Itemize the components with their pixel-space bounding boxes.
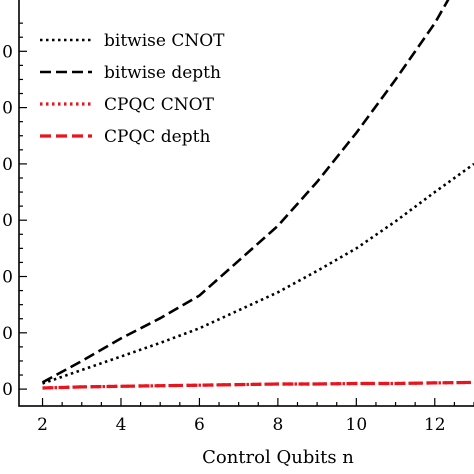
x-tick-label: 12 [424,415,446,435]
y-tick-label: 0 [2,211,13,231]
x-tick-label: 8 [272,415,283,435]
tick-layer: 2 4 6 8 10 12 0 0 0 0 0 0 0 [2,22,474,435]
legend-label-3: CPQC CNOT [104,95,215,115]
legend: bitwise CNOT bitwise depth CPQC CNOT CPQC d… [40,31,225,147]
plot-frame [18,0,474,407]
y-tick-label: 0 [2,155,13,175]
y-tick-label: 0 [2,268,13,288]
y-tick-label: 0 [2,380,13,400]
series-layer [41,0,474,390]
x-tick-label: 10 [346,415,368,435]
y-tick-label: 0 [2,42,13,62]
legend-label-4: CPQC depth [104,127,210,147]
x-tick-label: 6 [194,415,205,435]
x-tick-label: 4 [116,415,127,435]
y-tick-label: 0 [2,99,13,119]
x-tick-label: 2 [37,415,48,435]
legend-label-1: bitwise CNOT [104,31,225,51]
series-line-2 [41,0,450,384]
x-axis-title: Control Qubits n [202,447,354,468]
series-line-4 [42,380,474,390]
legend-label-2: bitwise depth [104,63,221,83]
series-line-1 [42,162,474,385]
y-tick-label: 0 [2,324,13,344]
